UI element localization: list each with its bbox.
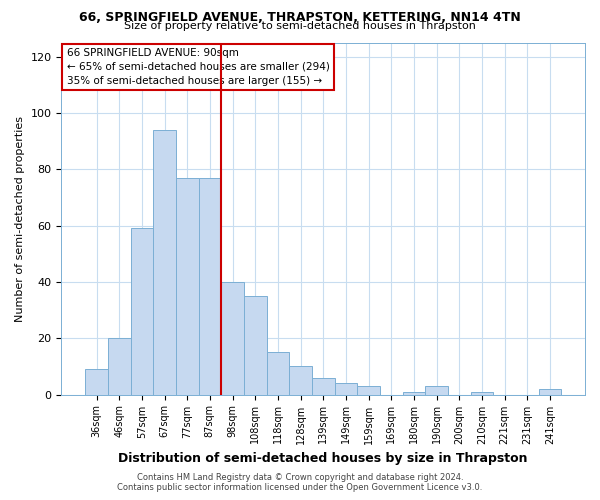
X-axis label: Distribution of semi-detached houses by size in Thrapston: Distribution of semi-detached houses by … <box>118 452 528 465</box>
Text: 66, SPRINGFIELD AVENUE, THRAPSTON, KETTERING, NN14 4TN: 66, SPRINGFIELD AVENUE, THRAPSTON, KETTE… <box>79 11 521 24</box>
Bar <box>335 384 357 394</box>
Text: 66 SPRINGFIELD AVENUE: 90sqm
← 65% of semi-detached houses are smaller (294)
35%: 66 SPRINGFIELD AVENUE: 90sqm ← 65% of se… <box>67 48 329 86</box>
Bar <box>357 386 380 394</box>
Bar <box>176 178 199 394</box>
Text: Size of property relative to semi-detached houses in Thrapston: Size of property relative to semi-detach… <box>124 21 476 31</box>
Bar <box>470 392 493 394</box>
Bar <box>403 392 425 394</box>
Bar <box>266 352 289 395</box>
Bar <box>244 296 266 394</box>
Bar <box>153 130 176 394</box>
Bar <box>539 389 561 394</box>
Text: Contains HM Land Registry data © Crown copyright and database right 2024.
Contai: Contains HM Land Registry data © Crown c… <box>118 473 482 492</box>
Bar <box>221 282 244 395</box>
Bar <box>289 366 312 394</box>
Bar <box>108 338 131 394</box>
Bar <box>85 369 108 394</box>
Bar <box>312 378 335 394</box>
Y-axis label: Number of semi-detached properties: Number of semi-detached properties <box>15 116 25 322</box>
Bar <box>425 386 448 394</box>
Bar <box>199 178 221 394</box>
Bar <box>131 228 153 394</box>
